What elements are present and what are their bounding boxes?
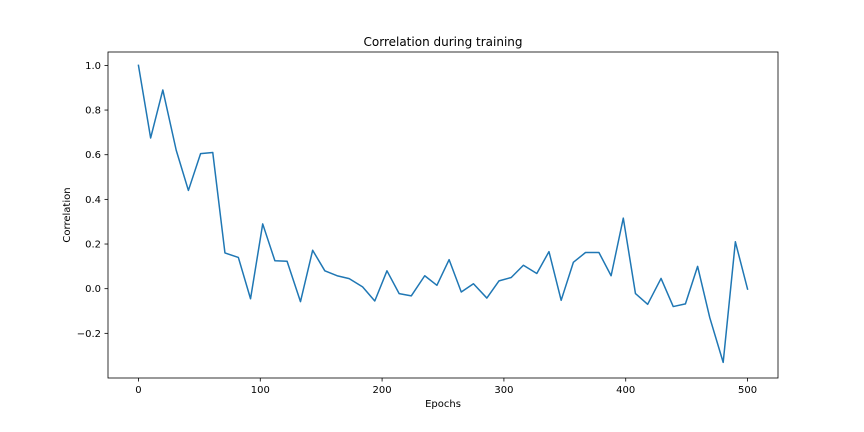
x-tick-label: 500 [738,385,757,396]
chart-title: Correlation during training [364,35,523,49]
y-tick-label: 0.8 [85,106,101,117]
axes-frame [107,51,779,379]
plot-area [137,64,749,364]
y-tick-label: 0.4 [85,195,101,206]
y-axis: −0.2 0.0 0.2 0.4 0.6 0.8 1.0 [77,61,108,340]
x-tick-label: 300 [494,385,513,396]
y-tick-label: 0.2 [85,240,101,251]
y-tick-label: 1.0 [85,61,101,72]
x-axis: 0 100 200 300 400 500 [135,378,757,396]
y-axis-label: Correlation [62,187,73,242]
y-tick-label: 0.0 [85,284,101,295]
x-tick-label: 200 [373,385,392,396]
x-tick-label: 100 [251,385,270,396]
series-line [137,64,749,364]
x-tick-label: 0 [135,385,141,396]
x-axis-label: Epochs [425,399,461,410]
y-tick-label: 0.6 [85,150,101,161]
y-tick-label: −0.2 [77,329,101,340]
x-tick-label: 400 [616,385,635,396]
